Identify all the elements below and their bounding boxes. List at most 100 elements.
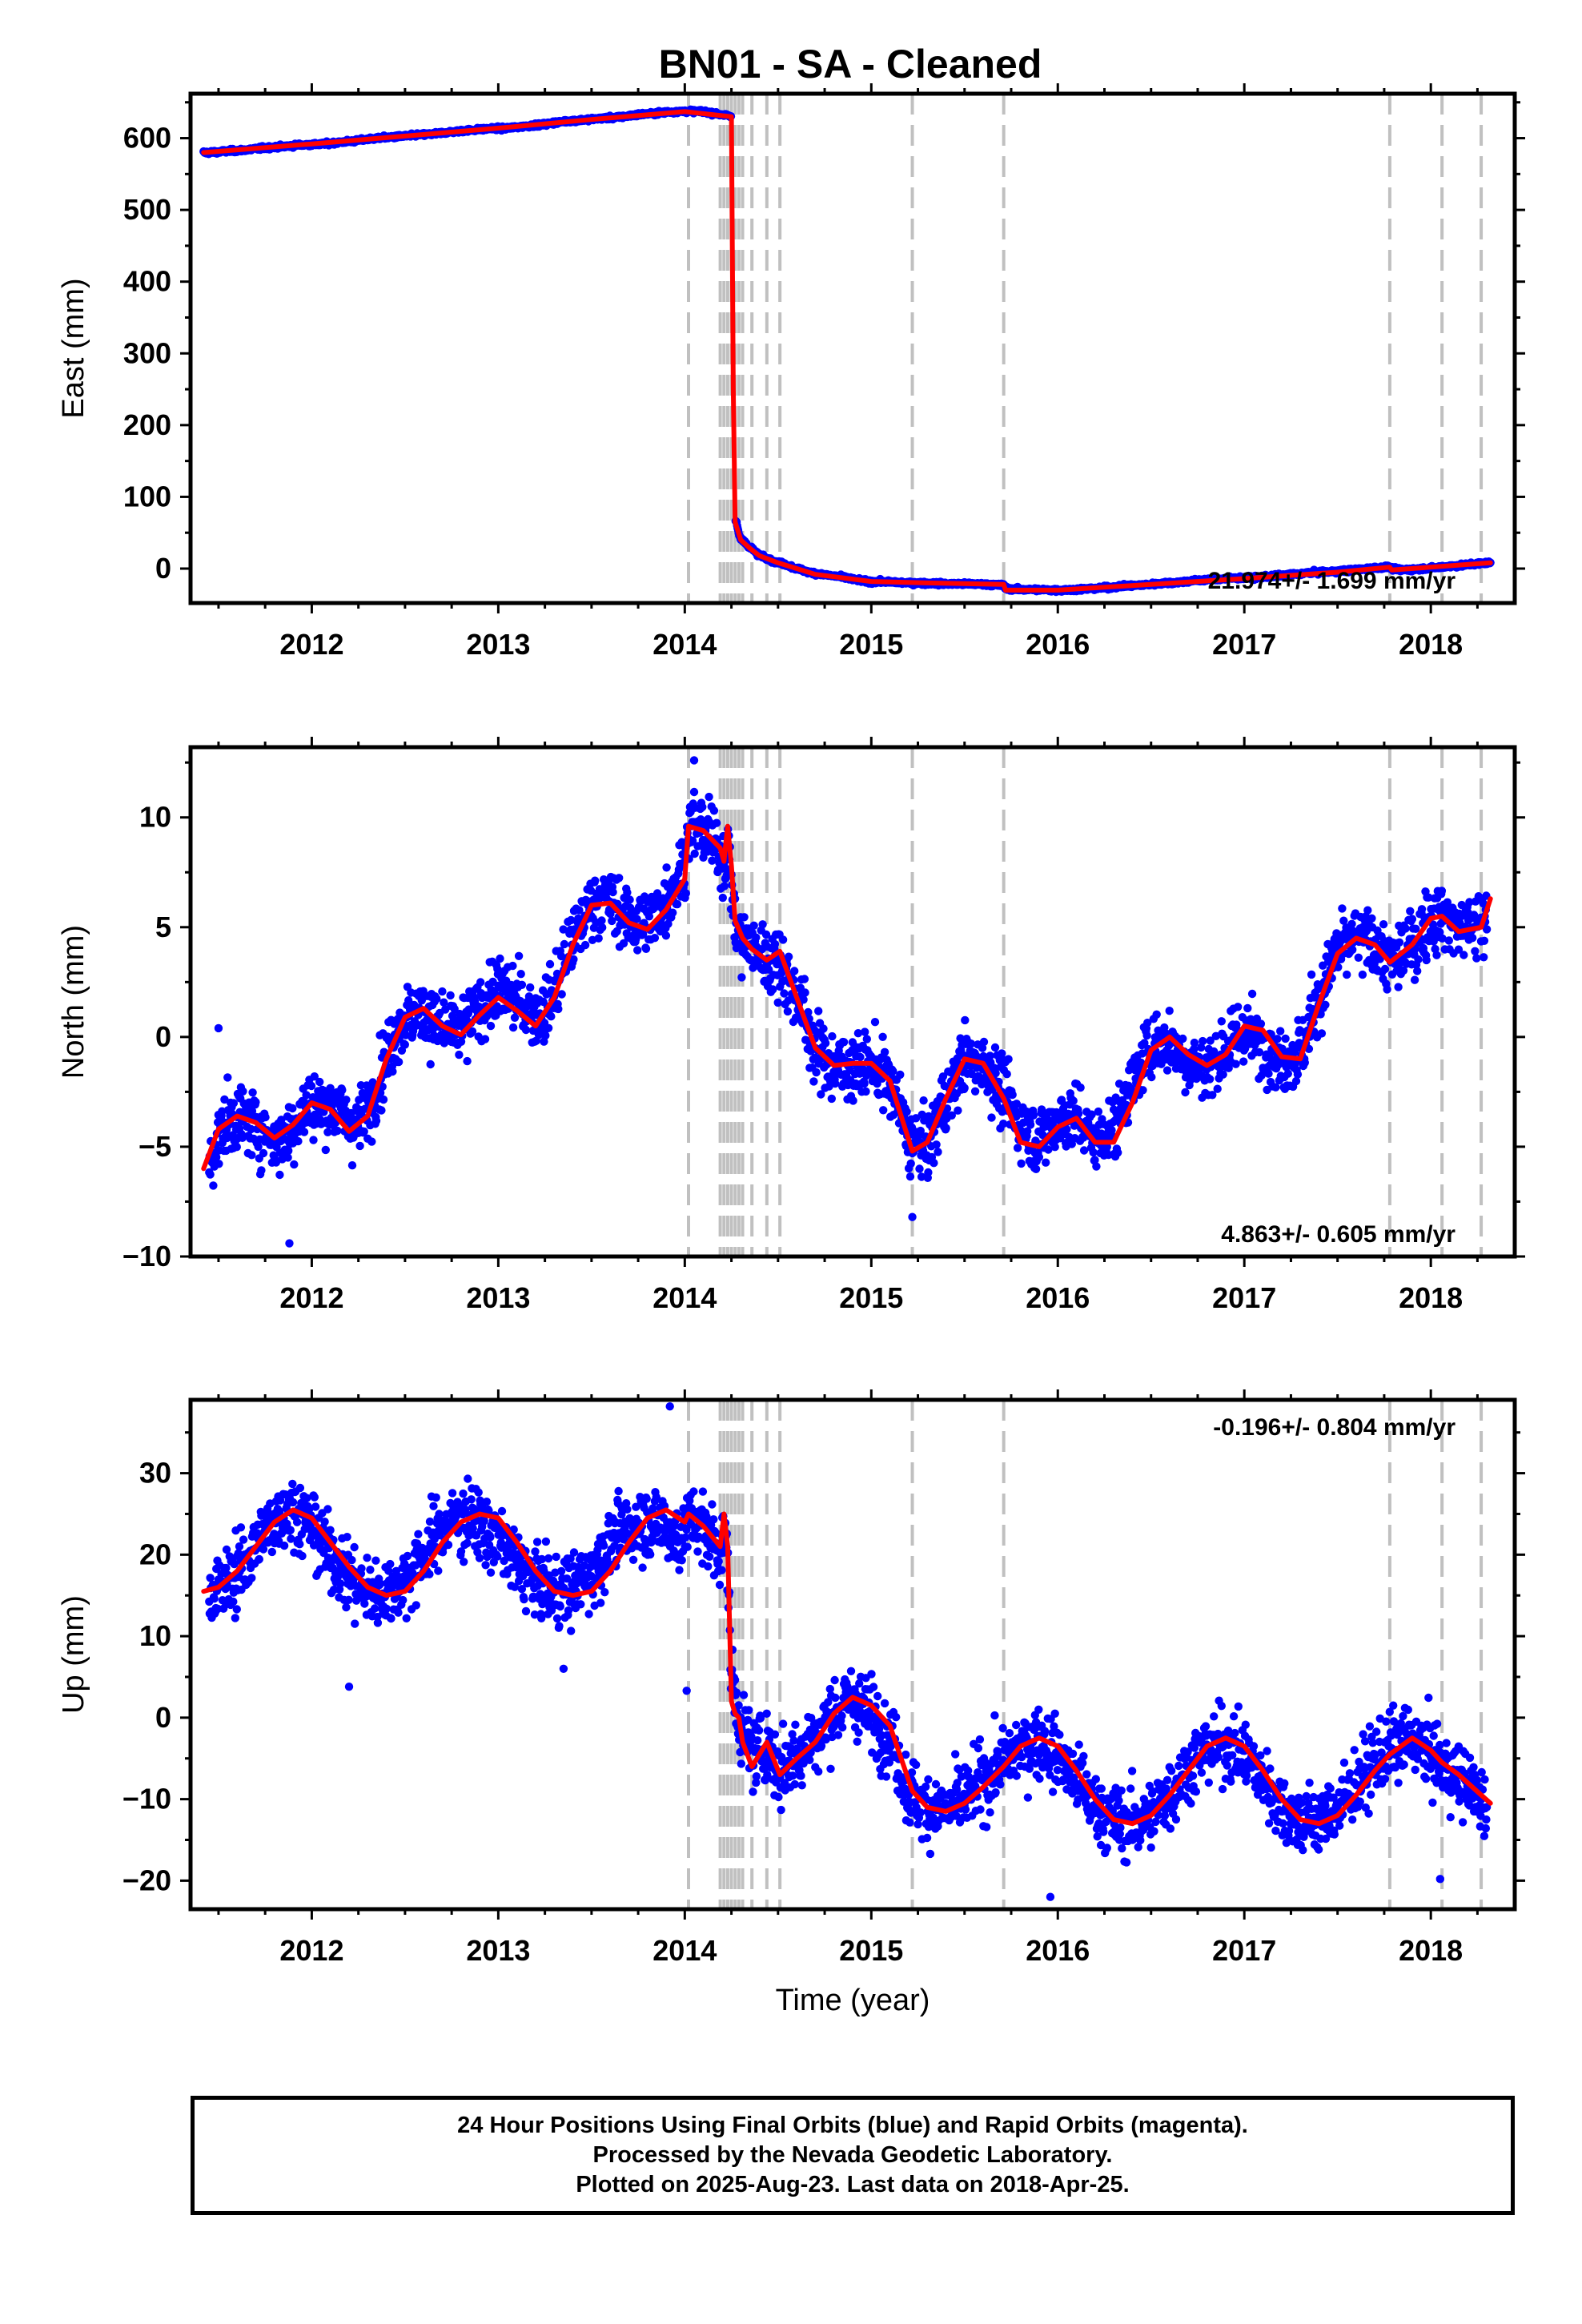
data-point [1079, 1146, 1089, 1155]
data-point [633, 946, 642, 955]
data-point [878, 1032, 887, 1042]
data-point [1205, 1075, 1215, 1084]
y-tick-label: 300 [123, 336, 171, 369]
data-point [554, 1004, 563, 1014]
data-point [862, 1035, 872, 1043]
data-point [967, 1069, 976, 1079]
data-point [259, 1148, 268, 1158]
data-point [247, 1124, 255, 1134]
data-point [1367, 914, 1376, 923]
data-point [271, 1158, 281, 1167]
data-point [1383, 985, 1391, 994]
data-point [902, 1108, 911, 1116]
data-point [516, 970, 525, 979]
data-point [432, 994, 441, 1003]
data-point [1018, 1118, 1028, 1128]
data-point [814, 1007, 823, 1015]
data-point [310, 1072, 319, 1081]
data-point [817, 1090, 825, 1099]
data-point [790, 967, 799, 975]
data-point [769, 985, 777, 994]
data-point [778, 935, 788, 944]
data-point [1239, 1057, 1248, 1066]
data-point [619, 939, 628, 948]
data-point [302, 1091, 311, 1100]
data-point [906, 1159, 915, 1168]
data-point [521, 1025, 531, 1035]
plot-area [199, 94, 1495, 603]
data-point [644, 912, 654, 921]
data-point [394, 1057, 404, 1067]
data-point [1162, 1066, 1172, 1075]
data-point [1213, 1084, 1222, 1093]
data-point [905, 1172, 915, 1181]
data-point [1034, 1152, 1044, 1162]
data-point [288, 1104, 297, 1113]
data-point [294, 1136, 303, 1146]
data-points [205, 756, 1492, 1248]
data-point [1178, 1034, 1187, 1043]
data-point [215, 1160, 223, 1168]
data-point [1152, 1010, 1161, 1019]
data-point [367, 1137, 376, 1146]
data-point [690, 849, 699, 858]
data-point [1140, 1039, 1149, 1047]
data-point [359, 1127, 368, 1136]
x-tick-label: 2012 [279, 628, 343, 661]
data-point [544, 1023, 553, 1033]
data-point [801, 988, 809, 997]
data-point [853, 1029, 863, 1038]
data-point [761, 930, 771, 939]
data-point [1074, 1109, 1083, 1118]
data-point [990, 1043, 1000, 1052]
data-point [861, 1027, 869, 1036]
data-point [608, 887, 617, 897]
data-point [673, 899, 682, 909]
data-point [773, 998, 782, 1007]
data-point [283, 1153, 292, 1162]
data-point [1317, 1029, 1327, 1038]
data-point [960, 1084, 969, 1092]
data-point [961, 1015, 970, 1025]
data-point [1042, 1158, 1050, 1167]
data-point [1276, 1027, 1285, 1035]
data-point [1087, 1110, 1096, 1119]
data-point [209, 1181, 218, 1190]
data-point [251, 1098, 260, 1107]
data-point [632, 915, 641, 923]
data-point [275, 1170, 284, 1180]
data-point [688, 836, 697, 845]
data-point [1026, 1120, 1035, 1129]
data-point [321, 1145, 330, 1155]
data-point [856, 1052, 865, 1062]
data-point [780, 989, 789, 998]
data-point [309, 1136, 318, 1144]
data-point [752, 933, 761, 942]
data-point [712, 818, 721, 827]
data-point [1190, 1038, 1199, 1047]
data-point [1076, 1083, 1085, 1092]
data-point [1147, 1072, 1156, 1082]
data-point [623, 888, 632, 897]
data-point [239, 1087, 247, 1096]
data-point [591, 876, 600, 885]
data-point [999, 1120, 1008, 1128]
data-point [737, 973, 746, 982]
data-point [455, 1050, 464, 1059]
data-point [1247, 989, 1257, 999]
data-point [468, 1027, 477, 1036]
figure-title: BN01 - SA - Cleaned [659, 42, 1042, 86]
data-point [740, 913, 749, 922]
data-point [1107, 1126, 1116, 1135]
data-point [1165, 1007, 1174, 1015]
data-point [223, 1073, 232, 1082]
data-point [987, 1113, 996, 1122]
data-point [1354, 953, 1363, 963]
data-point [615, 874, 624, 883]
data-point [333, 1126, 342, 1136]
data-point [1143, 1019, 1152, 1027]
data-point [567, 915, 576, 925]
data-point [1138, 1086, 1147, 1095]
data-point [639, 930, 648, 939]
